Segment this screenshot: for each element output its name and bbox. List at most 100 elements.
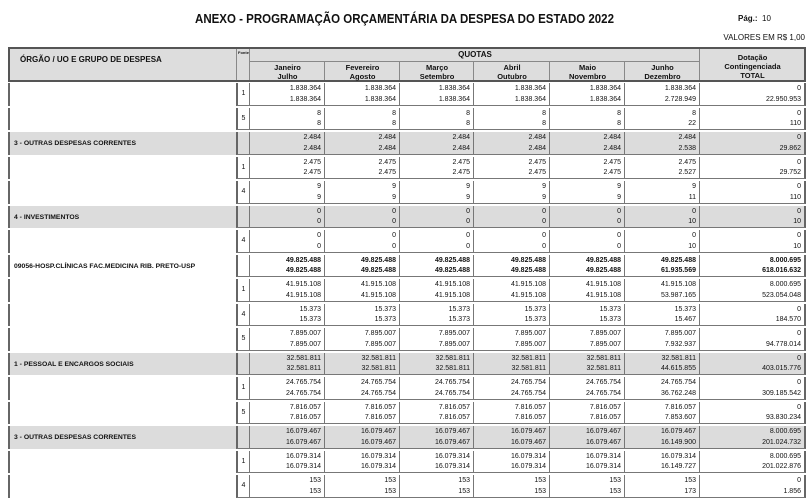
value-first: 0: [617, 232, 621, 239]
value-first: 16.079.467: [585, 428, 621, 435]
month-second-half: Dezembro: [644, 72, 681, 81]
value-second: 32.581.811: [586, 365, 621, 372]
total-header-line: TOTAL: [740, 71, 765, 80]
value-first: 2.475: [378, 158, 396, 166]
fonte-cell: [236, 254, 249, 277]
value-second: 16.079.314: [510, 463, 546, 470]
month-second-half: Agosto: [349, 72, 376, 81]
quotas-header: QUOTAS: [249, 49, 700, 62]
total-cell: 8.000.695 523.054.048: [699, 279, 806, 302]
value-first: 24.765.754: [585, 379, 621, 386]
value-second: 153: [534, 487, 546, 495]
value-first: 41.915.108: [285, 281, 321, 288]
month-header: Junho Dezembro: [624, 61, 700, 81]
month-second-half: Julho: [277, 72, 298, 81]
quota-cell: 153 153: [549, 475, 624, 498]
value-second: 7.895.007: [364, 340, 396, 348]
value-first: 16.079.467: [660, 428, 696, 435]
month-first-half: Junho: [651, 63, 674, 72]
value-first: 0: [317, 207, 321, 215]
value-second: 8: [617, 120, 621, 127]
value-first: 9: [466, 183, 470, 190]
value-first: 2.484: [603, 134, 621, 141]
table-row-fonte: 5 7.895.007 7.895.007 7.895.007 7.895.007 7.8…: [8, 328, 806, 351]
total-cell: 0 1.856: [699, 475, 806, 498]
quota-cell: 16.079.467 16.079.467: [473, 426, 549, 449]
value-first: 16.079.314: [660, 452, 696, 460]
value-second: 7.895.007: [514, 340, 546, 348]
table-header: ÓRGÃO / UO E GRUPO DE DESPESA Fonte QUOT…: [8, 47, 806, 82]
value-second: 2.484: [378, 144, 396, 152]
value-first: 8: [692, 109, 696, 117]
value-first: 16.079.314: [510, 452, 546, 460]
value-first: 7.895.007: [664, 330, 696, 337]
value-second: 9: [617, 193, 621, 201]
quota-cell: 32.581.811 32.581.811: [399, 352, 473, 375]
value-second: 10: [688, 242, 696, 250]
value-first: 1.838.364: [514, 85, 546, 92]
total-header: Dotação Contingenciada TOTAL: [699, 49, 805, 80]
value-first: 0: [542, 232, 546, 239]
value-second: 0: [617, 242, 621, 250]
quota-cell: 41.915.108 41.915.108: [249, 279, 324, 302]
table-row-group: 3 - OUTRAS DESPESAS CORRENTES 16.079.467 1…: [8, 426, 806, 449]
month-first-half: Fevereiro: [345, 63, 380, 72]
value-first: 0: [392, 207, 396, 215]
quota-cell: 15.373 15.467: [624, 303, 699, 326]
value-first: 9: [692, 183, 696, 190]
value-second: 110: [789, 193, 801, 201]
value-second: 15.467: [674, 316, 696, 323]
quota-cell: 7.816.057 7.816.057: [549, 401, 624, 424]
value-first: 2.484: [452, 134, 470, 141]
value-second: 7.895.007: [589, 340, 621, 348]
value-first: 9: [392, 183, 396, 190]
value-second: 24.765.754: [510, 389, 546, 397]
value-second: 41.915.108: [285, 291, 321, 299]
value-first: 0: [797, 354, 801, 362]
value-second: 32.581.811: [435, 365, 470, 372]
row-label: [8, 156, 236, 179]
value-first: 7.816.057: [514, 403, 546, 411]
value-second: 8: [392, 120, 396, 127]
quota-cell: 7.816.057 7.816.057: [399, 401, 473, 424]
value-second: 1.838.364: [289, 95, 321, 103]
total-cell: 0 309.185.542: [699, 377, 806, 400]
value-first: 0: [797, 305, 801, 313]
quota-cell: 2.475 2.475: [324, 156, 399, 179]
budget-table: 1 1.838.364 1.838.364 1.838.364 1.838.364 1.8…: [8, 83, 806, 500]
quota-cell: 49.825.488 49.825.488: [399, 254, 473, 277]
value-first: 0: [392, 232, 396, 239]
value-first: 49.825.488: [660, 256, 696, 264]
table-row-fonte: 1 24.765.754 24.765.754 24.765.754 24.765.75…: [8, 377, 806, 400]
quota-cell: 49.825.488 49.825.488: [249, 254, 324, 277]
value-first: 9: [542, 183, 546, 190]
quota-cell: 16.079.467 16.079.467: [324, 426, 399, 449]
value-first: 2.475: [678, 158, 696, 166]
value-first: 24.765.754: [660, 379, 696, 386]
quota-cell: 16.079.314 16.149.727: [624, 450, 699, 473]
fonte-cell: 4: [236, 230, 249, 253]
value-first: 15.373: [374, 305, 396, 313]
quota-cell: 2.484 2.484: [549, 132, 624, 155]
month-header: Abril Outubro: [473, 61, 550, 81]
value-first: 9: [317, 183, 321, 190]
fonte-cell: 4: [236, 303, 249, 326]
value-first: 16.079.467: [360, 428, 396, 435]
value-second: 0: [466, 218, 470, 225]
value-second: 173: [684, 487, 696, 495]
row-label: 3 - OUTRAS DESPESAS CORRENTES: [8, 426, 236, 449]
value-first: 7.816.057: [438, 403, 470, 411]
value-second: 16.079.467: [510, 438, 546, 446]
value-second: 1.838.364: [589, 95, 621, 103]
value-first: 24.765.754: [360, 379, 396, 386]
fonte-cell: 5: [236, 107, 249, 130]
value-first: 8.000.695: [769, 256, 801, 264]
